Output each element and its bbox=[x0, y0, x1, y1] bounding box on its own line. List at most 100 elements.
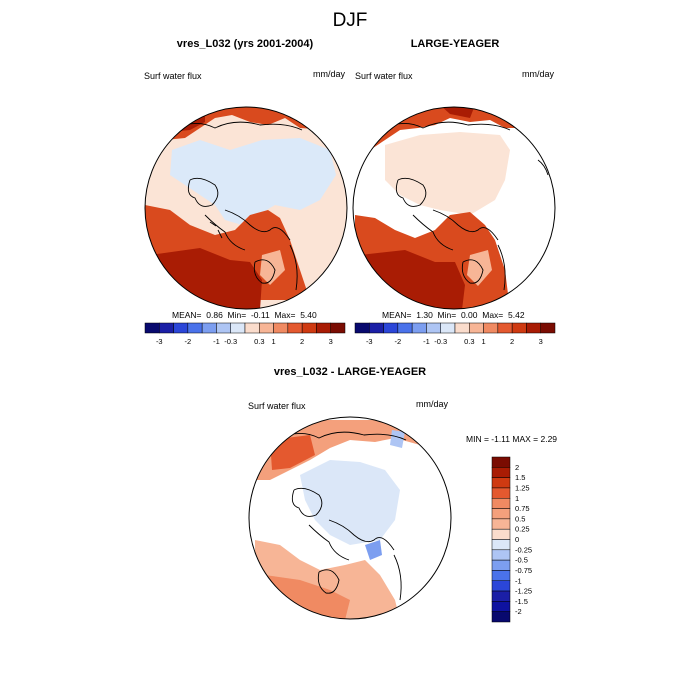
panel1-colorbar-label-7: 3 bbox=[329, 337, 333, 346]
panel2-colorbar-swatch-10 bbox=[497, 322, 513, 334]
panel3-minmax: MIN = -1.11 MAX = 2.29 bbox=[466, 434, 558, 444]
difference-colorbar-swatch-8 bbox=[491, 539, 511, 551]
panel1-colorbar-label-3: -0.3 bbox=[224, 337, 237, 346]
panel1-arctic-ocean bbox=[170, 138, 336, 225]
difference-colorbar-label-4: 0.75 bbox=[515, 504, 530, 513]
panel2-min-label: Min= bbox=[437, 310, 457, 320]
panel2-min: 0.00 bbox=[460, 310, 478, 320]
difference-colorbar-swatch-5 bbox=[491, 508, 511, 520]
panel2-colorbar-label-6: 2 bbox=[510, 337, 514, 346]
panel1-colorbar-label-1: -2 bbox=[185, 337, 192, 346]
panel2-colorbar-swatch-6 bbox=[440, 322, 456, 334]
panel2-colorbar-swatch-7 bbox=[454, 322, 470, 334]
panel1-colorbar-swatch-12 bbox=[316, 322, 331, 334]
panel2-pale-patch bbox=[467, 250, 492, 286]
difference-colorbar: 21.51.25 10.750.5 0.250-0.25 -0.5-0.75-1 -1.… bbox=[491, 456, 532, 623]
difference-colorbar-swatch-13 bbox=[491, 590, 511, 602]
difference-colorbar-swatch-7 bbox=[491, 528, 511, 540]
panel2-colorbar: -3 -2 -1 -0.3 0.3 1 2 3 bbox=[354, 322, 556, 346]
panel1-mean: 0.86 bbox=[206, 310, 223, 320]
panel1-polar-map bbox=[144, 106, 348, 310]
difference-colorbar-label-8: -0.25 bbox=[515, 545, 532, 554]
panel2-colorbar-swatch-13 bbox=[540, 322, 556, 334]
difference-colorbar-swatch-14 bbox=[491, 601, 511, 612]
panel2-colorbar-label-3: -0.3 bbox=[434, 337, 447, 346]
panel2-colorbar-swatch-4 bbox=[411, 322, 427, 334]
panel2-mean-label: MEAN= bbox=[382, 310, 412, 320]
panel1-variable: Surf water flux bbox=[144, 71, 202, 81]
difference-colorbar-label-5: 0.5 bbox=[515, 514, 525, 523]
panel1-colorbar-swatch-13 bbox=[330, 322, 346, 334]
panel3-negative-patch-2 bbox=[390, 430, 405, 448]
panel1-colorbar-swatch-1 bbox=[159, 322, 174, 334]
panel1-colorbar-swatch-5 bbox=[216, 322, 231, 334]
panel1-colorbar-swatch-9 bbox=[273, 322, 289, 334]
panel3-arctic-diff bbox=[300, 460, 400, 545]
panel1-coastlines bbox=[171, 121, 303, 291]
figure-title: DJF bbox=[332, 10, 368, 31]
panel1-colorbar-label-4: 0.3 bbox=[254, 337, 264, 346]
panel2-title: LARGE-YEAGER bbox=[410, 38, 500, 50]
panel2-stats: MEAN= 1.30 Min= 0.00 Max= 5.42 bbox=[382, 310, 525, 320]
panel2-max: 5.42 bbox=[508, 310, 525, 320]
panel2-colorbar-swatch-3 bbox=[397, 322, 413, 334]
difference-colorbar-swatch-9 bbox=[491, 549, 511, 561]
panel3-polar-map bbox=[248, 416, 452, 620]
difference-colorbar-swatch-4 bbox=[491, 498, 511, 509]
panel2-colorbar-swatch-12 bbox=[526, 322, 541, 334]
panel2-interior-flux bbox=[385, 132, 510, 215]
panel3-map-border bbox=[248, 416, 452, 620]
panel2-colorbar-swatch-5 bbox=[426, 322, 441, 334]
panel2-colorbar-label-5: 1 bbox=[481, 337, 485, 346]
panel1-title: vres_L032 (yrs 2001-2004) bbox=[176, 38, 314, 50]
panel2-mean: 1.30 bbox=[416, 310, 433, 320]
difference-colorbar-label-14: -2 bbox=[515, 607, 522, 616]
difference-colorbar-swatch-3 bbox=[491, 487, 511, 499]
difference-colorbar-swatch-2 bbox=[491, 477, 511, 489]
panel2-variable: Surf water flux bbox=[355, 71, 413, 81]
panel2-colorbar-label-2: -1 bbox=[423, 337, 430, 346]
difference-colorbar-label-10: -0.75 bbox=[515, 566, 532, 575]
difference-colorbar-swatch-10 bbox=[491, 559, 511, 571]
panel2-colorbar-swatch-1 bbox=[369, 322, 384, 334]
panel2-colorbar-swatch-0 bbox=[354, 322, 370, 334]
panel2-units: mm/day bbox=[522, 69, 555, 79]
panel1-colorbar-swatch-7 bbox=[244, 322, 260, 334]
difference-colorbar-swatch-15 bbox=[491, 611, 511, 623]
panel2-map-border bbox=[352, 106, 556, 310]
panel1-colorbar-label-5: 1 bbox=[271, 337, 275, 346]
panel1-mean-label: MEAN= bbox=[172, 310, 202, 320]
panel1-stats: MEAN= 0.86 Min= -0.11 Max= 5.40 bbox=[172, 310, 317, 320]
difference-colorbar-swatch-11 bbox=[491, 570, 511, 581]
panel1-units: mm/day bbox=[313, 69, 346, 79]
panel3-negative-patch bbox=[365, 540, 382, 560]
panel1-map-border bbox=[144, 106, 348, 310]
panel1-min-label: Min= bbox=[227, 310, 247, 320]
panel1-colorbar-swatch-6 bbox=[230, 322, 246, 334]
panel1-colorbar-swatch-4 bbox=[201, 322, 217, 334]
panel2-colorbar-label-1: -2 bbox=[395, 337, 402, 346]
difference-colorbar-label-2: 1.25 bbox=[515, 483, 530, 492]
panel1-colorbar-label-0: -3 bbox=[156, 337, 163, 346]
difference-colorbar-swatch-12 bbox=[491, 580, 511, 592]
panel1-colorbar: -3 -2 -1 -0.3 0.3 1 2 3 bbox=[144, 322, 346, 346]
panel2-colorbar-swatch-2 bbox=[383, 322, 399, 334]
panel2-coastlines bbox=[379, 121, 549, 291]
panel2-colorbar-swatch-11 bbox=[511, 322, 527, 334]
difference-colorbar-label-3: 1 bbox=[515, 494, 519, 503]
difference-colorbar-label-1: 1.5 bbox=[515, 473, 525, 482]
panel1-colorbar-label-6: 2 bbox=[300, 337, 304, 346]
panel2-north-atlantic-core bbox=[440, 107, 475, 118]
panel1-max: 5.40 bbox=[300, 310, 317, 320]
panel1-colorbar-swatch-8 bbox=[259, 322, 274, 334]
difference-colorbar-label-12: -1.25 bbox=[515, 587, 532, 596]
difference-colorbar-label-7: 0 bbox=[515, 535, 519, 544]
panel1-colorbar-swatch-11 bbox=[301, 322, 317, 334]
panel3-title: vres_L032 - LARGE-YEAGER bbox=[273, 366, 427, 378]
panel1-pale-patch bbox=[260, 250, 285, 285]
panel2-colorbar-swatch-9 bbox=[483, 322, 499, 334]
panel2-colorbar-label-0: -3 bbox=[366, 337, 373, 346]
panel1-colorbar-swatch-2 bbox=[173, 322, 189, 334]
panel1-colorbar-label-2: -1 bbox=[213, 337, 220, 346]
